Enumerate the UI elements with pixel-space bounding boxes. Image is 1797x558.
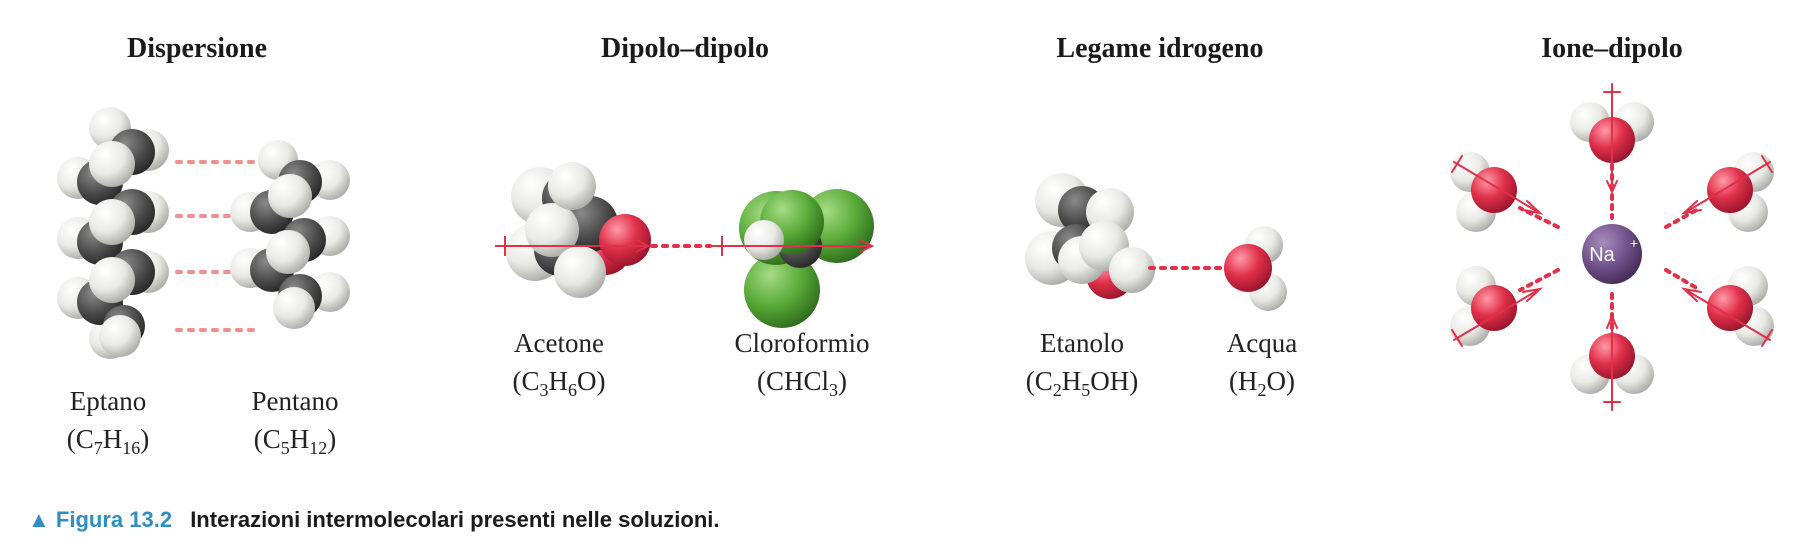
caption-figure-number: Figura 13.2 [55, 507, 173, 532]
label-ethanol: Etanolo [1040, 328, 1124, 358]
acetone-dipole-arrow [495, 236, 651, 256]
hydration-water-upper-right [1707, 152, 1774, 232]
formula-pentane: (C5H12) [254, 424, 337, 458]
heading-ion-dipole: Ione–dipolo [1541, 33, 1683, 64]
pentane-molecule [230, 140, 350, 329]
formula-ethanol: (C2H5OH) [1026, 366, 1139, 400]
heading-dipole-dipole: Dipolo–dipolo [601, 33, 769, 64]
figure-caption: ▲ Figura 13.2 Interazioni intermolecolar… [28, 507, 720, 533]
dispersion-interaction-lines [175, 160, 257, 332]
label-pentane: Pentano [252, 386, 339, 416]
heptane-molecule [57, 107, 169, 359]
chloroform-molecule [739, 189, 874, 328]
formula-chloroform: (CHCl3) [757, 366, 847, 400]
heading-dispersion: Dispersione [127, 33, 267, 64]
caption-text: Interazioni intermolecolari presenti nel… [190, 507, 720, 532]
sodium-ion-charge: + [1630, 235, 1638, 251]
hydration-water-lower-right [1707, 266, 1774, 346]
hydration-water-upper-left [1450, 152, 1517, 232]
water-dipole-arrows [1451, 83, 1773, 411]
label-acetone: Acetone [514, 328, 604, 358]
label-chloroform: Cloroformio [735, 328, 870, 358]
chloroform-dipole-arrow [712, 236, 875, 256]
formula-water: (H2O) [1229, 366, 1295, 400]
formula-heptane: (C7H16) [67, 424, 150, 458]
sodium-ion-label: Na [1589, 244, 1615, 266]
hydration-water-lower-left [1450, 266, 1517, 346]
water-molecule [1224, 226, 1287, 311]
label-water: Acqua [1227, 328, 1297, 358]
sodium-ion [1582, 224, 1642, 284]
acetone-molecule [506, 162, 651, 298]
formula-acetone: (C3H6O) [512, 366, 605, 400]
ethanol-molecule [1025, 173, 1155, 299]
hydration-water-top [1570, 102, 1654, 163]
label-heptane: Eptano [70, 386, 146, 416]
heading-hydrogen-bond: Legame idrogeno [1056, 33, 1263, 64]
caption-marker: ▲ [28, 507, 50, 532]
